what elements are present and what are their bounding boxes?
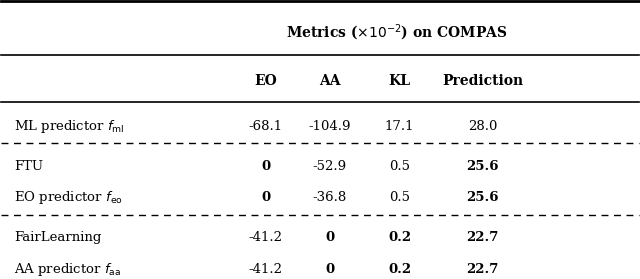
Text: FairLearning: FairLearning <box>14 231 102 244</box>
Text: ML predictor $f_{\mathrm{ml}}$: ML predictor $f_{\mathrm{ml}}$ <box>14 118 125 135</box>
Text: 25.6: 25.6 <box>467 160 499 172</box>
Text: 0: 0 <box>261 160 270 172</box>
Text: EO predictor $f_{\mathrm{eo}}$: EO predictor $f_{\mathrm{eo}}$ <box>14 189 123 206</box>
Text: 0.5: 0.5 <box>389 191 410 205</box>
Text: 0.5: 0.5 <box>389 160 410 172</box>
Text: 0.2: 0.2 <box>388 263 412 276</box>
Text: -52.9: -52.9 <box>312 160 347 172</box>
Text: EO: EO <box>255 74 277 88</box>
Text: 22.7: 22.7 <box>467 231 499 244</box>
Text: 25.6: 25.6 <box>467 191 499 205</box>
Text: -41.2: -41.2 <box>249 263 283 276</box>
Text: 0: 0 <box>325 231 334 244</box>
Text: 28.0: 28.0 <box>468 120 497 133</box>
Text: 0: 0 <box>261 191 270 205</box>
Text: 17.1: 17.1 <box>385 120 415 133</box>
Text: Metrics ($\times10^{-2}$) on COMPAS: Metrics ($\times10^{-2}$) on COMPAS <box>286 23 507 44</box>
Text: -68.1: -68.1 <box>249 120 283 133</box>
Text: 0: 0 <box>325 263 334 276</box>
Text: FTU: FTU <box>14 160 44 172</box>
Text: -36.8: -36.8 <box>312 191 347 205</box>
Text: AA: AA <box>319 74 340 88</box>
Text: KL: KL <box>388 74 411 88</box>
Text: AA predictor $f_{\mathrm{aa}}$: AA predictor $f_{\mathrm{aa}}$ <box>14 261 122 278</box>
Text: 0.2: 0.2 <box>388 231 412 244</box>
Text: -41.2: -41.2 <box>249 231 283 244</box>
Text: -104.9: -104.9 <box>308 120 351 133</box>
Text: Prediction: Prediction <box>442 74 523 88</box>
Text: 22.7: 22.7 <box>467 263 499 276</box>
